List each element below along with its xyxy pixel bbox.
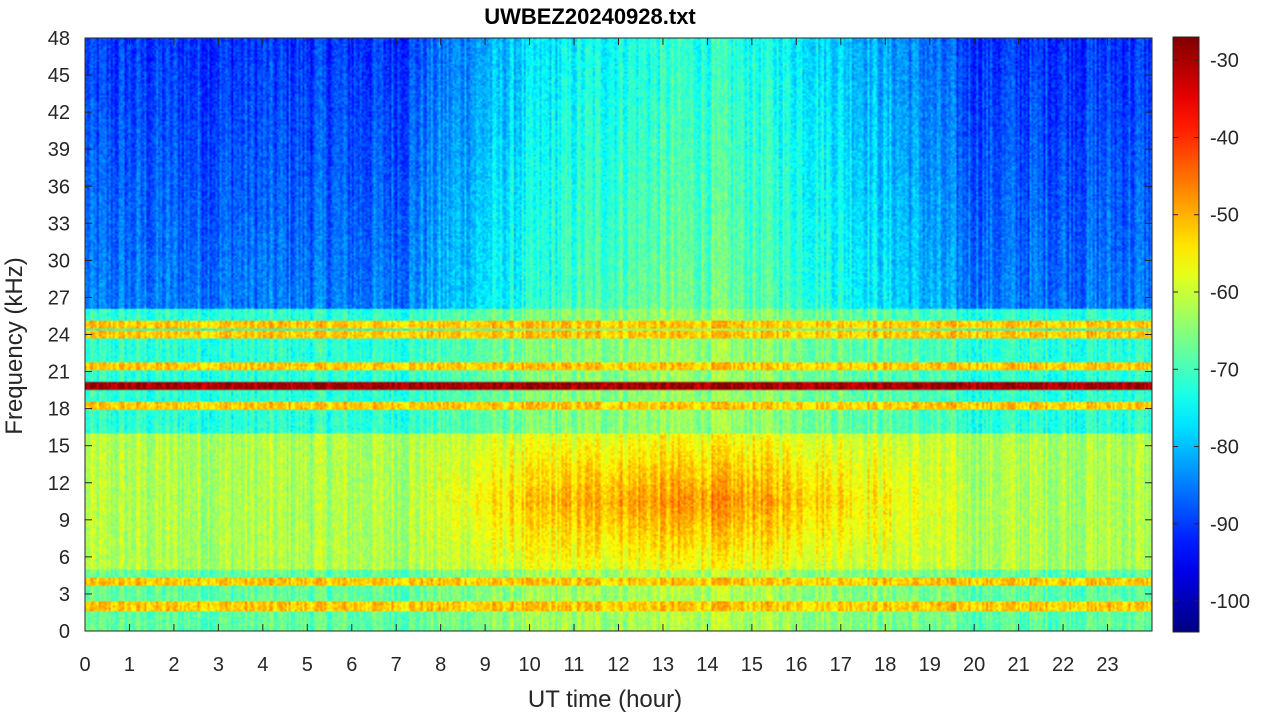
x-tick-label: 0	[79, 654, 90, 676]
y-tick-label: 3	[59, 584, 70, 606]
y-tick-label: 0	[59, 621, 70, 643]
x-tick-label: 17	[830, 654, 852, 676]
y-tick-label: 33	[48, 213, 70, 235]
x-tick-label: 9	[480, 654, 491, 676]
y-tick-label: 42	[48, 102, 70, 124]
x-tick-label: 16	[785, 654, 807, 676]
colorbar-tick-label: -60	[1210, 282, 1239, 304]
colorbar-tick-label: -80	[1210, 437, 1239, 459]
x-tick-label: 11	[564, 654, 585, 676]
y-tick-label: 27	[48, 287, 70, 309]
x-tick-label: 7	[391, 654, 402, 676]
y-tick-label: 6	[59, 547, 70, 569]
colorbar-tick-label: -70	[1210, 359, 1239, 381]
y-tick-label: 24	[48, 325, 70, 347]
colorbar-tick-label: -30	[1210, 50, 1239, 72]
y-tick-label: 12	[48, 473, 70, 495]
y-axis-label: Frequency (kHz)	[1, 257, 28, 434]
x-tick-label: 15	[741, 654, 763, 676]
colorbar-tick-label: -100	[1210, 591, 1250, 613]
x-tick-label: 12	[607, 654, 629, 676]
y-tick-label: 15	[48, 436, 70, 458]
x-tick-label: 20	[963, 654, 985, 676]
colorbar-ticks: -100 -90 -80 -70 -60 -50 -40 -30	[1173, 50, 1250, 613]
x-tick-label: 4	[257, 654, 268, 676]
colorbar-tick-label: -40	[1210, 127, 1239, 149]
x-tick-label: 23	[1096, 654, 1118, 676]
x-tick-label: 10	[518, 654, 540, 676]
x-tick-label: 14	[696, 654, 718, 676]
x-tick-label: 8	[435, 654, 446, 676]
y-tick-label: 9	[59, 510, 70, 532]
x-axis-ticks: 0 1 2 3 4 5 6 7 8 9 10 11 12 13 14 15 16 17 18 19 20 21 22 23	[79, 38, 1119, 676]
x-tick-label: 2	[168, 654, 179, 676]
x-axis-label: UT time (hour)	[528, 686, 682, 713]
spectrogram-image	[85, 38, 1152, 631]
y-tick-label: 21	[48, 362, 70, 384]
y-tick-label: 45	[48, 65, 70, 87]
y-tick-label: 39	[48, 139, 70, 161]
chart-title: UWBEZ20240928.txt	[484, 4, 696, 29]
colorbar-tick-label: -90	[1210, 514, 1239, 536]
x-tick-label: 5	[302, 654, 313, 676]
x-tick-label: 6	[346, 654, 357, 676]
colorbar-tick-label: -50	[1210, 205, 1239, 227]
x-tick-label: 3	[213, 654, 224, 676]
colorbar	[1172, 36, 1200, 633]
x-tick-label: 21	[1008, 654, 1030, 676]
x-tick-label: 22	[1052, 654, 1074, 676]
x-tick-label: 1	[124, 654, 135, 676]
y-tick-label: 48	[48, 28, 70, 50]
x-tick-label: 19	[919, 654, 941, 676]
x-tick-label: 18	[874, 654, 896, 676]
y-tick-label: 30	[48, 250, 70, 272]
spectrogram-plot-area	[85, 38, 1152, 631]
y-tick-label: 36	[48, 176, 70, 198]
y-tick-label: 18	[48, 399, 70, 421]
x-tick-label: 13	[652, 654, 674, 676]
